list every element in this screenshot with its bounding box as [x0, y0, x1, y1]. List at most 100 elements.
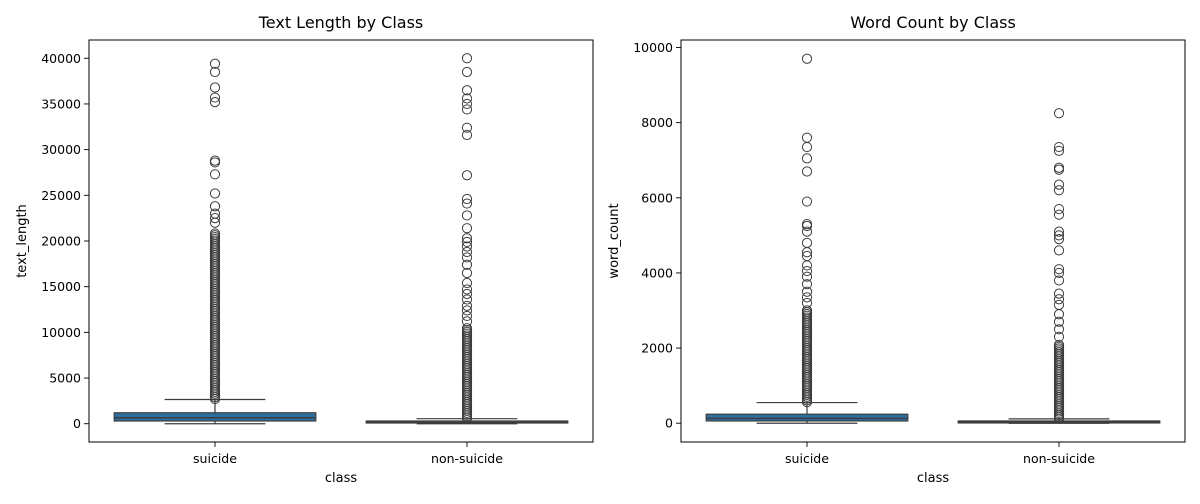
outlier-point: [209, 82, 221, 93]
outlier-point: [801, 132, 813, 143]
outlier-point: [461, 241, 473, 252]
outlier-point: [461, 288, 473, 300]
outlier-point: [1053, 245, 1065, 256]
outlier-point: [461, 323, 473, 334]
outlier-point: [1053, 203, 1065, 215]
chart-title: Text Length by Class: [258, 13, 424, 32]
y-tick-label: 5000: [49, 371, 81, 386]
outlier-point: [1053, 264, 1065, 275]
outlier-point: [801, 286, 813, 297]
outlier-point: [801, 305, 813, 316]
x-axis-label: class: [917, 471, 949, 486]
x-tick-label: suicide: [193, 451, 237, 466]
outlier-point: [801, 279, 813, 290]
outlier-point: [1053, 267, 1065, 279]
outlier-point: [461, 294, 473, 305]
y-axis-label: word_count: [607, 203, 622, 278]
outlier-point: [801, 218, 813, 230]
outlier-point: [1053, 299, 1065, 310]
outlier-point: [209, 201, 221, 212]
outlier-point: [461, 193, 473, 205]
outlier-point: [461, 259, 473, 270]
outlier-point: [461, 170, 473, 181]
outlier-point: [209, 169, 221, 180]
y-tick-label: 0: [665, 416, 673, 431]
outlier-point: [801, 53, 813, 64]
outlier-point: [1053, 275, 1065, 286]
outlier-point: [461, 93, 473, 104]
outlier-point: [801, 260, 813, 271]
outlier-point: [209, 97, 221, 108]
outlier-point: [209, 188, 221, 199]
outlier-point: [461, 53, 473, 64]
outlier-point: [461, 236, 473, 248]
axes-frame: [680, 39, 1186, 443]
box-iqr: [113, 412, 317, 422]
outlier-point: [461, 267, 473, 279]
outlier-point: [209, 66, 221, 78]
outlier-point: [461, 252, 473, 263]
outlier-point: [461, 104, 473, 115]
outlier-point: [461, 310, 473, 322]
axes-frame: [88, 39, 594, 443]
outlier-point: [461, 85, 473, 96]
outlier-point: [801, 271, 813, 282]
outlier-point: [1053, 108, 1065, 119]
y-tick-label: 25000: [41, 188, 81, 203]
box-suicide: [705, 53, 909, 424]
outlier-point: [1053, 288, 1065, 299]
y-tick-label: 8000: [641, 115, 673, 130]
outlier-point: [801, 297, 813, 309]
outlier-point: [461, 284, 473, 295]
outlier-point: [1053, 324, 1065, 335]
outlier-point: [209, 228, 221, 239]
outlier-point: [461, 129, 473, 141]
chart-panel-1: Text Length by Class 0 5000 10000 15000 20000…: [15, 13, 594, 486]
outlier-point: [1053, 226, 1065, 237]
outlier-point: [801, 226, 813, 237]
outlier-point: [209, 92, 221, 103]
outlier-point: [461, 66, 473, 78]
y-tick-label: 10000: [633, 40, 673, 55]
outlier-point: [461, 300, 473, 311]
y-tick-label: 30000: [41, 142, 81, 157]
x-axis-label: class: [325, 471, 357, 486]
outlier-point: [209, 155, 221, 166]
outlier-point: [801, 292, 813, 303]
outlier-point: [209, 208, 221, 219]
outlier-point: [1053, 185, 1065, 196]
x-tick-label: non-suicide: [1023, 451, 1095, 466]
outlier-point: [461, 246, 473, 258]
x-tick-label: non-suicide: [431, 451, 503, 466]
outlier-point: [801, 166, 813, 177]
chart-title: Word Count by Class: [850, 13, 1016, 32]
outlier-point: [461, 223, 473, 234]
y-axis-label: text_length: [15, 204, 30, 278]
y-tick-label: 15000: [41, 279, 81, 294]
outlier-point: [209, 58, 221, 69]
y-tick-label: 6000: [641, 190, 673, 205]
outlier-point: [801, 153, 813, 164]
outlier-point: [461, 210, 473, 221]
y-tick-label: 35000: [41, 96, 81, 111]
box-suicide: [113, 58, 317, 425]
y-tick-label: 40000: [41, 51, 81, 66]
outlier-point: [1053, 162, 1065, 173]
outlier-point: [801, 237, 813, 248]
y-tick-label: 2000: [641, 341, 673, 356]
outlier-point: [1053, 230, 1065, 241]
x-tick-label: suicide: [785, 451, 829, 466]
outlier-point: [801, 141, 813, 153]
outlier-point: [1053, 316, 1065, 327]
outlier-point: [1053, 339, 1065, 351]
y-tick-label: 10000: [41, 325, 81, 340]
outlier-point: [1053, 179, 1065, 190]
box-non-suicide: [957, 108, 1161, 424]
outlier-point: [1053, 141, 1065, 153]
outlier-point: [461, 198, 473, 209]
outlier-point: [1053, 209, 1065, 220]
outlier-point: [461, 305, 473, 316]
outlier-point: [801, 196, 813, 207]
